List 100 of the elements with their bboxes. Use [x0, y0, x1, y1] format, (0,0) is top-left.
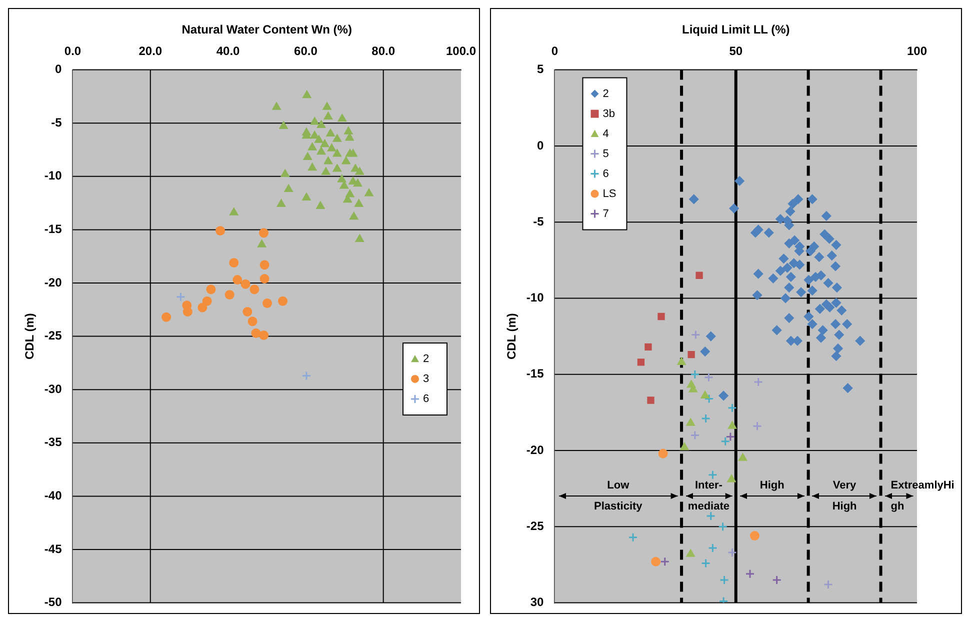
point [686, 418, 695, 426]
point [310, 117, 319, 125]
point [162, 312, 172, 322]
x-tick-label: 0 [551, 44, 558, 58]
point [332, 164, 342, 172]
y-tick-label: -25 [526, 518, 544, 533]
point [250, 284, 260, 294]
point [690, 370, 700, 380]
legend-label: 3b [602, 108, 615, 120]
y-tick-label: -40 [44, 488, 62, 503]
legend-label: 5 [602, 148, 609, 160]
point [224, 290, 234, 300]
point [302, 90, 312, 98]
point [704, 394, 714, 404]
point [202, 296, 212, 306]
legend-label: 4 [602, 128, 609, 140]
point [308, 142, 317, 150]
point [332, 149, 342, 157]
point [327, 144, 336, 152]
point [310, 131, 319, 139]
point [279, 122, 288, 130]
point [303, 152, 312, 160]
y-tick-label: -25 [44, 328, 62, 343]
point [302, 370, 312, 380]
annotation: Low Plasticity [594, 480, 644, 513]
x-tick-label: 100 [906, 44, 928, 58]
point [728, 548, 737, 558]
point [701, 558, 711, 568]
legend-label: 6 [422, 392, 430, 405]
point [708, 470, 718, 480]
point [216, 226, 226, 236]
point [720, 575, 730, 585]
point [700, 390, 710, 398]
point [316, 202, 325, 209]
point [280, 170, 290, 178]
point [320, 140, 329, 148]
point [690, 330, 700, 340]
legend-label: 6 [602, 168, 609, 180]
point [338, 174, 346, 182]
point [302, 192, 311, 200]
x-tick-label: 0.0 [64, 44, 82, 58]
point [248, 316, 258, 326]
x-axis-title: Liquid Limit LL (%) [682, 22, 790, 37]
annotation: Very High [832, 480, 858, 513]
y-tick-label: 30 [530, 595, 544, 610]
y-tick-label: -35 [44, 435, 62, 450]
y-tick-label: -10 [526, 290, 544, 305]
point [745, 569, 755, 579]
legend-label: LS [602, 188, 616, 200]
point [354, 199, 364, 207]
point [242, 307, 252, 317]
x-tick-label: 40.0 [216, 44, 240, 58]
point [260, 274, 270, 284]
y-tick-label: -5 [51, 115, 62, 130]
point [628, 532, 638, 542]
point [342, 156, 350, 164]
x-tick-label: 80.0 [372, 44, 396, 58]
x-tick-label: 60.0 [294, 44, 318, 58]
point [345, 133, 354, 141]
x-tick-label: 20.0 [138, 44, 162, 58]
y-tick-label: -50 [44, 595, 62, 610]
point [752, 421, 762, 431]
annotation: ExtreamlyHigh [890, 480, 954, 513]
point [278, 296, 288, 306]
y-tick-label: -45 [44, 542, 62, 556]
point [324, 156, 332, 164]
point [346, 190, 354, 198]
point [176, 292, 186, 302]
point [326, 129, 335, 137]
point [240, 279, 250, 289]
y-tick-label: -15 [44, 222, 62, 236]
point [229, 258, 239, 268]
point [284, 184, 293, 192]
point [728, 403, 737, 413]
point [259, 228, 269, 238]
point [324, 112, 332, 120]
point [314, 135, 324, 143]
point [262, 298, 272, 308]
y-axis-title: CDL (m) [22, 313, 37, 360]
point [727, 474, 736, 482]
point [272, 102, 281, 110]
point [651, 556, 661, 566]
point [658, 312, 665, 320]
x-tick-label: 100.0 [446, 44, 476, 58]
point [750, 531, 760, 541]
point [340, 181, 348, 189]
point [708, 543, 718, 553]
point [354, 179, 362, 187]
y-tick-label: 0 [537, 138, 544, 152]
y-tick-label: -20 [44, 275, 62, 290]
y-tick-label: 5 [537, 62, 544, 76]
point [696, 272, 703, 279]
annotation: High [760, 480, 785, 492]
point [660, 556, 670, 566]
point [206, 284, 216, 294]
point [690, 430, 700, 440]
point [277, 199, 286, 207]
point [344, 126, 353, 134]
point [701, 414, 711, 424]
point [332, 134, 342, 142]
